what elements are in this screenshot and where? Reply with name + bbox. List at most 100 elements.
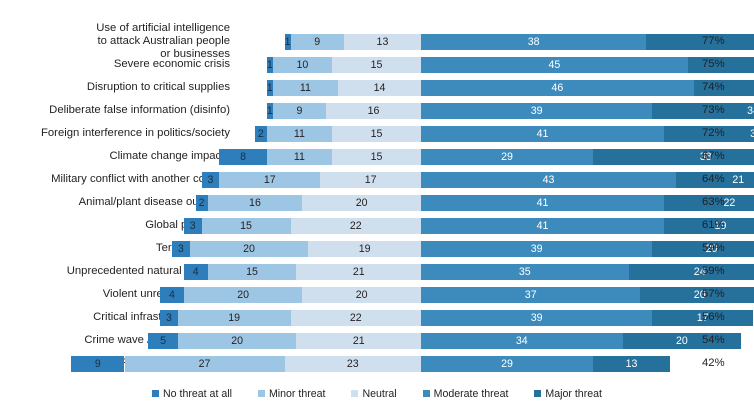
bar-segment: 8 (219, 148, 267, 165)
bar-segment: 20 (622, 332, 742, 349)
chart-row: Unprecedented natural disasters 21 15 4 35 24… (0, 260, 754, 283)
category-label: Severe economic crisis (113, 57, 230, 70)
bar-segment: 23 (284, 355, 421, 372)
stacked-bar: 20 20 4 37 20 (0, 286, 754, 303)
bar-segment: 40 (646, 33, 754, 50)
stacked-bar: 17 17 3 43 21 (0, 171, 754, 188)
row-total-percent: 64% (702, 173, 725, 185)
bar-segment: 3 (171, 240, 190, 257)
bar-segment: 10 (272, 56, 333, 73)
bar-segment: 9 (71, 355, 125, 372)
bar-segment: 19 (177, 309, 291, 326)
bar-segment: 1 (266, 56, 273, 73)
chart-row: Use of artificial intelligence to attack… (0, 22, 754, 60)
chart-row: Deliberate false information (disinfo) 16… (0, 99, 754, 122)
bar-segment: 21 (296, 263, 421, 280)
bar-segment: 16 (207, 194, 303, 211)
bar-segment: 41 (421, 125, 665, 142)
legend-item: Major threat (534, 388, 602, 400)
bar-segment: 11 (266, 148, 333, 165)
bar-segment: 17 (219, 171, 321, 188)
legend-label: Moderate threat (433, 387, 509, 400)
bar-segment: 20 (302, 194, 421, 211)
bar-segment: 34 (652, 102, 754, 119)
bar-segment: 45 (421, 56, 688, 73)
bar-segment: 39 (421, 309, 653, 326)
bar-segment: 2 (254, 125, 267, 142)
bar-segment: 46 (421, 79, 694, 96)
bar-segment: 15 (201, 217, 291, 234)
legend-swatch-icon (152, 390, 160, 397)
row-total-percent: 59% (702, 265, 725, 277)
bar-segment: 34 (421, 332, 623, 349)
chart-row: Climate change impacts 15 11 8 29 38 67% (0, 145, 754, 168)
legend-label: No threat at all (163, 387, 232, 400)
legend-label: Minor threat (268, 387, 326, 400)
legend-label: Neutral (362, 387, 397, 400)
legend-swatch-icon (534, 390, 542, 397)
bar-segment: 19 (308, 240, 421, 257)
bar-segment: 41 (421, 217, 665, 234)
bar-segment: 3 (160, 309, 178, 326)
row-total-percent: 57% (702, 288, 725, 300)
bar-segment: 3 (183, 217, 202, 234)
stacked-bar: 21 15 4 35 24 (0, 263, 754, 280)
row-total-percent: 74% (702, 81, 725, 93)
bar-segment: 38 (421, 33, 647, 50)
bar-segment: 38 (592, 148, 754, 165)
bar-segment: 37 (421, 286, 641, 303)
chart-row: Foreign military attack23279291342% (0, 352, 754, 375)
legend-item: Neutral (351, 387, 397, 400)
bar-segment: 16 (326, 102, 421, 119)
bar-segment: 20 (189, 240, 309, 257)
bar-segment: 41 (421, 194, 665, 211)
bar-segment: 43 (421, 171, 676, 188)
legend-swatch-icon (257, 390, 265, 397)
row-total-percent: 72% (702, 127, 725, 139)
bar-segment: 20 (302, 286, 421, 303)
bar-segment: 17 (652, 309, 754, 326)
bar-segment: 28 (693, 79, 754, 96)
chart-row: Animal/plant disease outbreak 20 16 2 41 22 63… (0, 191, 754, 214)
chart-row: Terrorist attack19203392059% (0, 237, 754, 260)
bar-segment: 21 (675, 171, 754, 188)
bar-segment: 13 (592, 355, 671, 372)
row-total-percent: 61% (702, 219, 725, 231)
plot-area: Use of artificial intelligence to attack… (0, 22, 754, 375)
stacked-bar: 19 20 3 39 20 (0, 240, 754, 257)
bar-segment: 2 (195, 194, 208, 211)
bar-segment: 22 (290, 309, 421, 326)
row-total-percent: 63% (702, 196, 725, 208)
bar-segment: 29 (421, 148, 593, 165)
row-total-percent: 42% (702, 357, 725, 369)
stacked-bar: 23 27 9 29 13 (0, 355, 754, 372)
legend-label: Major threat (545, 387, 602, 400)
bar-segment: 27 (124, 355, 285, 372)
chart-row: Crime wave / personal safety21205342054% (0, 329, 754, 352)
bar-segment: 4 (183, 263, 208, 280)
bar-segment: 11 (272, 79, 338, 96)
category-label: Use of artificial intelligence to attack… (96, 21, 230, 61)
bar-segment: 24 (628, 263, 754, 280)
category-label: Disruption to critical supplies (86, 80, 230, 93)
chart-row: Critical infrastructure attack2219339175… (0, 306, 754, 329)
row-total-percent: 75% (702, 58, 725, 70)
stacked-bar: 15 11 8 29 38 (0, 148, 754, 165)
bar-segment: 31 (664, 125, 754, 142)
chart-row: Violent unrest in Australia20204372057% (0, 283, 754, 306)
row-total-percent: 73% (702, 104, 725, 116)
category-label: Foreign interference in politics/society (41, 126, 230, 139)
chart-row: Disruption to critical supplies141114628… (0, 76, 754, 99)
stacked-bar: 20 16 2 41 22 (0, 194, 754, 211)
bar-segment: 17 (320, 171, 421, 188)
chart-row: Global pandemic22153411961% (0, 214, 754, 237)
bar-segment: 1 (266, 79, 273, 96)
bar-segment: 11 (266, 125, 333, 142)
bar-segment: 39 (421, 240, 653, 257)
bar-segment: 1 (284, 33, 291, 50)
